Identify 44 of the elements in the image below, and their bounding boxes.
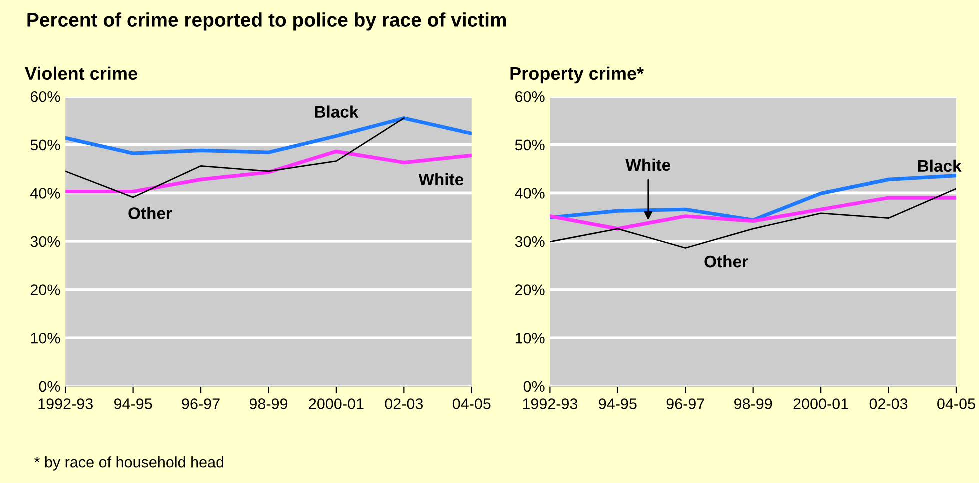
line-series xyxy=(550,196,956,231)
text: Percent of crime reported to police by race of victim xyxy=(28,12,506,31)
line-series xyxy=(66,150,472,194)
line-series xyxy=(66,118,405,198)
x-tick-label: 04-05 xyxy=(452,398,491,410)
y-tick-label: 50% xyxy=(515,140,545,151)
y-tick-label: 0% xyxy=(39,381,60,392)
line-series xyxy=(66,116,472,156)
y-tick-label: 60% xyxy=(30,91,60,102)
y-tick-label: 30% xyxy=(30,236,60,248)
series-label: Black xyxy=(315,106,359,118)
y-tick-label: 30% xyxy=(515,236,545,248)
y-tick-label: 10% xyxy=(31,332,60,344)
text: * by race of household head xyxy=(34,456,224,471)
x-tick-label: 2000-01 xyxy=(794,398,848,410)
x-tick-label: 98-99 xyxy=(734,398,772,410)
y-tick-label: 20% xyxy=(516,284,545,296)
y-tick-label: 10% xyxy=(516,332,545,344)
x-tick-label: 02-03 xyxy=(385,398,424,410)
y-tick-label: 50% xyxy=(30,140,60,151)
line-series xyxy=(550,174,956,222)
x-tick-label: 2000-01 xyxy=(309,398,364,410)
y-tick-label: 60% xyxy=(516,91,545,102)
y-tick-label: 20% xyxy=(30,284,60,296)
series-label: Black xyxy=(918,160,962,172)
y-tick-label: 40% xyxy=(515,188,545,199)
text: White xyxy=(626,158,670,172)
line-series xyxy=(550,188,956,249)
x-tick-label: 1992-93 xyxy=(523,398,578,410)
y-tick-label: 40% xyxy=(30,188,60,199)
series-label: Other xyxy=(128,207,172,220)
y-tick-label: 0% xyxy=(524,381,545,392)
chart-title: Violent crime xyxy=(25,66,138,80)
x-tick-label: 1992-93 xyxy=(38,398,93,410)
series-label: White xyxy=(418,173,464,186)
series-label: Other xyxy=(704,255,748,268)
x-tick-label: 98-99 xyxy=(250,398,288,410)
x-tick-label: 94-95 xyxy=(114,398,152,410)
x-tick-label: 02-03 xyxy=(870,398,908,410)
x-tick-label: 94-95 xyxy=(599,398,637,410)
x-tick-label: 96-97 xyxy=(182,398,220,410)
chart-title: Property crime* xyxy=(510,66,644,84)
x-tick-label: 96-97 xyxy=(666,398,704,410)
x-tick-label: 04-05 xyxy=(938,398,976,410)
